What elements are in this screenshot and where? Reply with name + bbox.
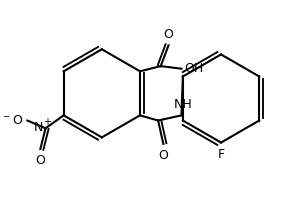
Text: +: + (43, 117, 51, 127)
Text: OH: OH (184, 62, 203, 75)
Text: F: F (217, 148, 224, 161)
Text: $^-$O: $^-$O (1, 114, 24, 127)
Text: O: O (163, 29, 173, 42)
Text: O: O (35, 154, 45, 167)
Text: O: O (158, 149, 168, 162)
Text: NH: NH (173, 98, 192, 112)
Text: N: N (34, 121, 43, 134)
